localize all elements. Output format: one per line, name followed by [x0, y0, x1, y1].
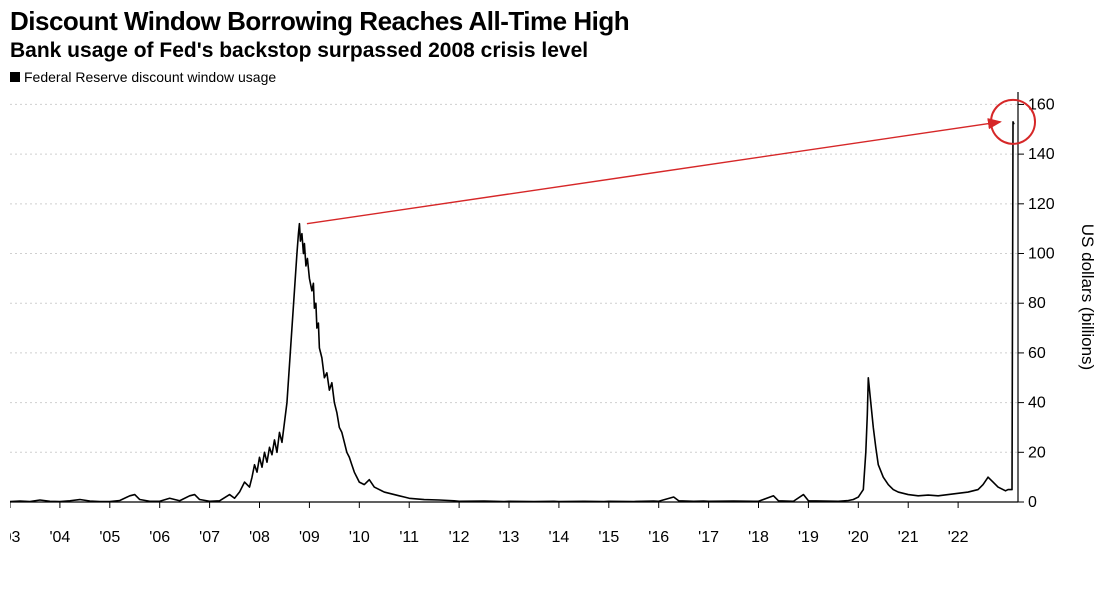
- svg-text:'13: '13: [499, 529, 520, 546]
- svg-text:20: 20: [1028, 444, 1046, 461]
- svg-text:'14: '14: [548, 529, 569, 546]
- svg-text:120: 120: [1028, 196, 1055, 213]
- svg-text:US dollars (billions): US dollars (billions): [1078, 224, 1096, 370]
- svg-text:'04: '04: [49, 529, 70, 546]
- legend: Federal Reserve discount window usage: [10, 69, 1100, 85]
- svg-text:'17: '17: [698, 529, 719, 546]
- svg-text:0: 0: [1028, 494, 1037, 511]
- svg-text:140: 140: [1028, 146, 1055, 163]
- svg-text:'10: '10: [349, 529, 370, 546]
- svg-text:100: 100: [1028, 246, 1055, 263]
- svg-text:'08: '08: [249, 529, 270, 546]
- svg-text:'07: '07: [199, 529, 220, 546]
- svg-text:'19: '19: [798, 529, 819, 546]
- chart-svg: 020406080100120140160US dollars (billion…: [10, 92, 1096, 562]
- svg-text:'18: '18: [748, 529, 769, 546]
- svg-text:'20: '20: [848, 529, 869, 546]
- svg-text:'06: '06: [149, 529, 170, 546]
- svg-text:'11: '11: [399, 529, 419, 546]
- svg-text:'21: '21: [898, 529, 919, 546]
- svg-text:'22: '22: [948, 529, 969, 546]
- svg-text:60: 60: [1028, 345, 1046, 362]
- chart-container: Discount Window Borrowing Reaches All-Ti…: [0, 0, 1100, 593]
- svg-text:'12: '12: [449, 529, 470, 546]
- legend-label: Federal Reserve discount window usage: [24, 69, 276, 85]
- chart-subtitle: Bank usage of Fed's backstop surpassed 2…: [10, 39, 1100, 63]
- svg-text:'15: '15: [598, 529, 619, 546]
- svg-text:'09: '09: [299, 529, 320, 546]
- svg-text:'05: '05: [99, 529, 120, 546]
- chart-title: Discount Window Borrowing Reaches All-Ti…: [10, 6, 1100, 37]
- svg-text:80: 80: [1028, 295, 1046, 312]
- svg-text:40: 40: [1028, 395, 1046, 412]
- svg-text:'16: '16: [648, 529, 669, 546]
- legend-swatch: [10, 72, 20, 82]
- chart-plot: 020406080100120140160US dollars (billion…: [10, 92, 1096, 562]
- svg-text:'03: '03: [10, 529, 21, 546]
